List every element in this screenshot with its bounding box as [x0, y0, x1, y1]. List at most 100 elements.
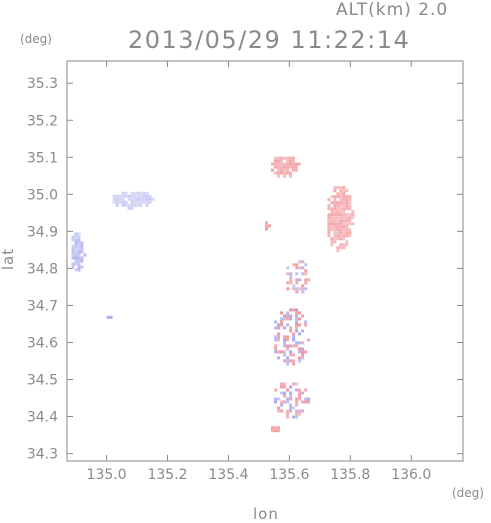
data-cell: [271, 162, 274, 166]
data-cell: [118, 197, 122, 201]
data-cell: [274, 165, 277, 169]
data-cell: [292, 382, 296, 386]
data-cell: [298, 266, 302, 270]
data-cell: [127, 197, 131, 201]
data-cell: [74, 235, 78, 239]
data-cell: [330, 219, 334, 223]
data-cell: [274, 350, 278, 354]
data-cell: [327, 219, 331, 223]
data-cell: [336, 216, 340, 220]
data-cell: [327, 213, 331, 217]
data-cell: [301, 329, 305, 333]
data-cell: [286, 412, 290, 416]
data-cell: [280, 162, 283, 166]
data-cell: [80, 244, 84, 248]
data-cell: [286, 388, 290, 392]
data-cell: [307, 400, 311, 404]
data-cell: [136, 197, 140, 201]
data-cell: [136, 194, 140, 198]
data-cell: [327, 216, 331, 220]
data-cell: [74, 259, 78, 263]
data-cell: [295, 403, 299, 407]
y-tick-label: 35.3: [27, 76, 58, 92]
data-cell: [304, 272, 308, 276]
data-cell: [339, 222, 343, 226]
data-cell: [286, 159, 289, 163]
data-cell: [286, 156, 289, 160]
data-cell: [127, 206, 131, 210]
data-cell: [295, 290, 299, 294]
data-cell: [304, 269, 308, 273]
data-cell: [295, 415, 299, 419]
data-cell: [286, 356, 290, 360]
data-cell: [283, 344, 287, 348]
data-cell: [286, 347, 290, 351]
data-cell: [289, 281, 293, 285]
data-cell: [336, 225, 340, 229]
data-cell: [115, 197, 119, 201]
data-cell: [118, 200, 122, 204]
data-cell: [148, 200, 152, 204]
data-cell: [130, 206, 134, 210]
data-cell: [130, 200, 134, 204]
data-cell: [277, 159, 280, 163]
data-cell: [274, 156, 277, 160]
data-cell: [71, 262, 75, 266]
data-cell: [345, 207, 349, 211]
data-cell: [295, 320, 299, 324]
data-cell: [289, 308, 293, 312]
data-cell: [345, 198, 349, 202]
data-cell: [292, 159, 295, 163]
data-cell: [333, 216, 337, 220]
data-cell: [298, 388, 302, 392]
data-cell: [301, 284, 305, 288]
data-cell: [74, 262, 78, 266]
data-cell: [289, 394, 293, 398]
data-cell: [127, 203, 131, 207]
data-cell: [298, 409, 302, 413]
data-cell: [295, 263, 299, 267]
data-cell: [301, 272, 305, 276]
data-cell: [307, 278, 311, 282]
data-cell: [283, 338, 287, 342]
data-cell: [295, 165, 298, 169]
data-cell: [145, 197, 149, 201]
data-cell: [348, 195, 352, 199]
data-cell: [336, 246, 340, 250]
data-cell: [274, 335, 278, 339]
y-tick-label: 34.5: [27, 373, 58, 389]
y-tick-label: 35.0: [27, 187, 58, 203]
data-cell: [345, 219, 349, 223]
data-field: [71, 156, 355, 433]
data-cell: [274, 388, 278, 392]
data-cell: [330, 210, 334, 214]
data-cell: [339, 195, 343, 199]
data-cell: [295, 162, 298, 166]
data-cell: [345, 243, 349, 247]
data-cell: [74, 244, 78, 248]
data-cell: [345, 213, 349, 217]
data-cell: [345, 204, 349, 208]
data-cell: [283, 326, 287, 330]
data-cell: [124, 203, 128, 207]
data-cell: [121, 197, 125, 201]
data-cell: [74, 247, 78, 251]
data-cell: [283, 156, 286, 160]
data-cell: [77, 262, 81, 266]
data-cell: [139, 203, 143, 207]
data-cell: [286, 314, 290, 318]
data-cell: [336, 231, 340, 235]
data-cell: [330, 243, 334, 247]
data-cell: [342, 207, 346, 211]
data-cell: [295, 272, 299, 276]
data-cell: [274, 338, 278, 342]
data-cell: [112, 194, 116, 198]
data-cell: [298, 359, 302, 363]
data-cell: [327, 231, 331, 235]
data-cell: [77, 256, 81, 260]
data-cell: [336, 201, 340, 205]
data-cell: [292, 308, 296, 312]
data-cell: [301, 260, 305, 264]
data-cell: [292, 156, 295, 160]
data-cell: [333, 204, 337, 208]
